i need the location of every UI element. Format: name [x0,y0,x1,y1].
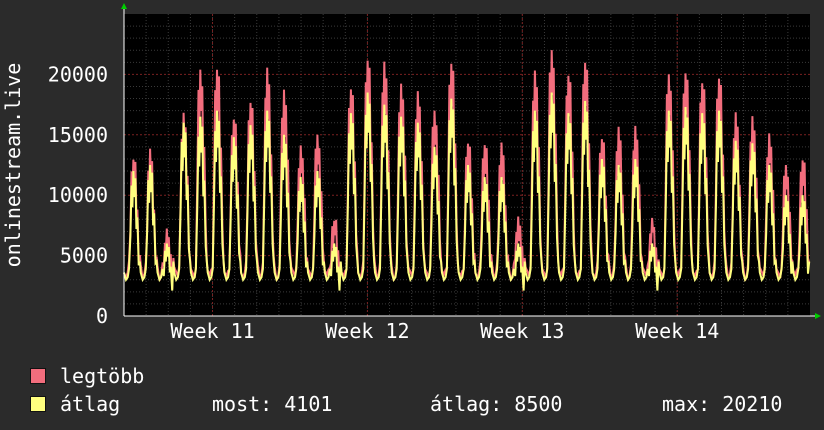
y-tick-label: 15000 [48,123,108,147]
y-tick-label: 0 [96,304,108,328]
legend-row-max: legtöbb [30,362,820,390]
legend-label-avg: átlag [60,392,121,416]
series-layer [123,50,811,291]
y-axis-label: onlinestream.live [1,63,25,268]
x-tick-label: Week 12 [325,319,409,343]
legend-swatch-max [30,368,46,384]
x-tick-label: Week 11 [170,319,254,343]
stat-now: most: 4101 [212,392,332,416]
stat-avg-value: 8500 [514,392,563,416]
stat-max-value: 20210 [722,392,783,416]
y-tick-label: 5000 [60,244,108,268]
x-axis-arrow [815,313,821,319]
y-tick-label: 10000 [48,183,108,207]
stat-max-label: max: [662,392,711,416]
y-axis-arrow [121,3,127,9]
y-tick-label: 20000 [48,62,108,86]
legend-swatch-avg [30,396,46,412]
x-tick-label: Week 14 [635,319,719,343]
legend-label-max: legtöbb [60,364,145,388]
legend: legtöbb átlag most: 4101 átlag: 8500 max… [30,362,820,418]
stat-max: max: 20210 [662,392,782,416]
x-tick-label: Week 13 [480,319,564,343]
axes: 0 5000 10000 15000 20000 Week 11 Week 12 Week 1… [48,3,821,343]
stat-now-label: most: [212,392,273,416]
series-line-atlag [123,92,811,291]
stat-now-value: 4101 [284,392,333,416]
stat-avg-label: átlag: [430,392,503,416]
legend-row-avg: átlag most: 4101 átlag: 8500 max: 20210 [30,390,820,418]
stat-avg: átlag: 8500 [430,392,562,416]
